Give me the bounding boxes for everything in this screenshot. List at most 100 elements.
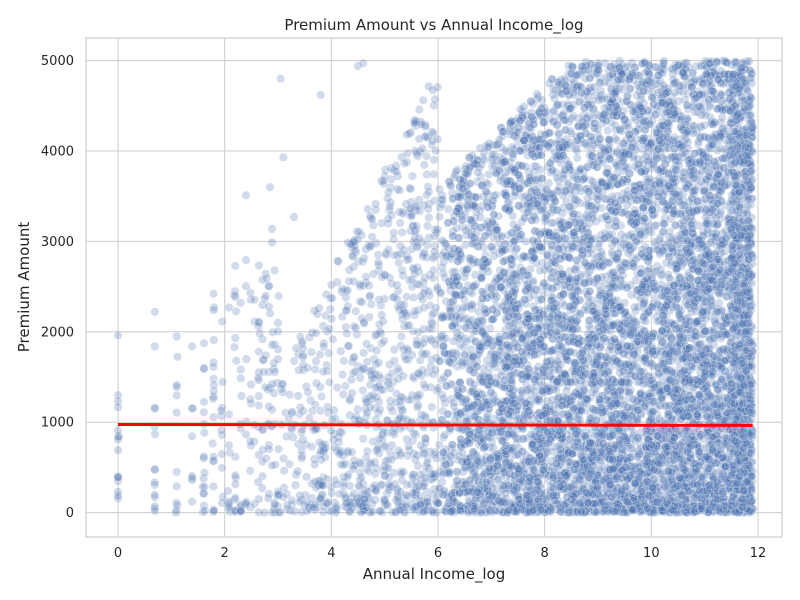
scatter-point	[264, 281, 274, 291]
scatter-point	[114, 431, 124, 441]
scatter-point	[383, 214, 393, 224]
scatter-point	[257, 334, 267, 344]
scatter-point	[246, 295, 256, 305]
scatter-point	[236, 507, 246, 517]
scatter-point	[230, 470, 240, 480]
scatter-point	[171, 505, 181, 515]
scatter-point	[254, 260, 264, 270]
scatter-point	[274, 489, 284, 499]
scatter-point	[236, 373, 246, 383]
scatter-point	[359, 348, 369, 358]
scatter-point	[389, 356, 399, 366]
scatter-point	[264, 281, 274, 291]
scatter-point	[355, 482, 365, 492]
scatter-point	[319, 342, 329, 352]
scatter-point	[150, 501, 160, 511]
scatter-point	[199, 473, 209, 483]
scatter-point	[315, 349, 325, 359]
scatter-point	[386, 174, 396, 184]
scatter-point	[267, 237, 277, 247]
scatter-point	[407, 244, 417, 254]
scatter-point	[301, 472, 311, 482]
scatter-point	[270, 339, 280, 349]
scatter-point	[310, 477, 320, 487]
scatter-point	[341, 293, 351, 303]
scatter-point	[397, 227, 407, 237]
scatter-point	[171, 498, 181, 508]
scatter-point	[284, 414, 294, 424]
scatter-point	[344, 341, 354, 351]
scatter-point	[187, 431, 197, 441]
scatter-point	[329, 405, 339, 415]
scatter-point	[344, 265, 354, 275]
scatter-point	[358, 58, 368, 68]
scatter-point	[377, 310, 387, 320]
scatter-point	[258, 355, 268, 365]
scatter-point	[404, 254, 414, 264]
scatter-point	[218, 492, 228, 502]
scatter-point	[230, 507, 240, 517]
scatter-point	[356, 459, 366, 469]
scatter-point	[439, 393, 449, 403]
scatter-point	[209, 392, 219, 402]
scatter-point	[217, 463, 227, 473]
scatter-point	[253, 373, 263, 383]
scatter-point	[295, 497, 305, 507]
scatter-point	[332, 383, 342, 393]
scatter-point	[288, 432, 298, 442]
scatter-point	[308, 502, 318, 512]
scatter-point	[373, 257, 383, 267]
scatter-point	[333, 257, 343, 267]
scatter-point	[367, 214, 377, 224]
scatter-point	[424, 187, 434, 197]
scatter-point	[407, 282, 417, 292]
scatter-point	[231, 292, 241, 302]
scatter-point	[187, 475, 197, 485]
scatter-point	[200, 506, 210, 516]
scatter-point	[246, 379, 256, 389]
scatter-point	[264, 367, 274, 377]
scatter-point	[318, 367, 328, 377]
scatter-point	[418, 95, 428, 105]
scatter-point	[224, 497, 234, 507]
scatter-point	[209, 335, 219, 345]
scatter-point	[327, 506, 337, 516]
scatter-point	[412, 450, 422, 460]
scatter-point	[172, 331, 182, 341]
scatter-point	[171, 507, 181, 517]
scatter-point	[241, 255, 251, 265]
scatter-point	[427, 402, 437, 412]
scatter-point	[269, 388, 279, 398]
scatter-point	[235, 502, 245, 512]
scatter-point	[261, 350, 271, 360]
scatter-point	[113, 445, 123, 455]
scatter-point	[355, 279, 365, 289]
scatter-point	[397, 265, 407, 275]
scatter-point	[230, 493, 240, 503]
scatter-point	[397, 393, 407, 403]
scatter-point	[414, 233, 424, 243]
scatter-point	[231, 473, 241, 483]
scatter-point	[258, 355, 268, 365]
scatter-point	[297, 451, 307, 461]
scatter-point	[282, 504, 292, 514]
scatter-point	[270, 500, 280, 510]
scatter-point	[347, 492, 357, 502]
scatter-point	[412, 402, 422, 412]
scatter-point	[371, 199, 381, 209]
scatter-point	[297, 453, 307, 463]
scatter-point	[378, 316, 388, 326]
scatter-point	[225, 448, 235, 458]
scatter-point	[254, 391, 264, 401]
scatter-point	[199, 364, 209, 374]
scatter-point	[420, 473, 430, 483]
scatter-point	[263, 385, 273, 395]
scatter-point	[279, 466, 289, 476]
scatter-point	[395, 185, 405, 195]
scatter-point	[172, 500, 182, 510]
scatter-point	[187, 404, 197, 414]
scatter-point	[270, 265, 280, 275]
scatter-point	[380, 270, 390, 280]
scatter-point	[273, 490, 283, 500]
